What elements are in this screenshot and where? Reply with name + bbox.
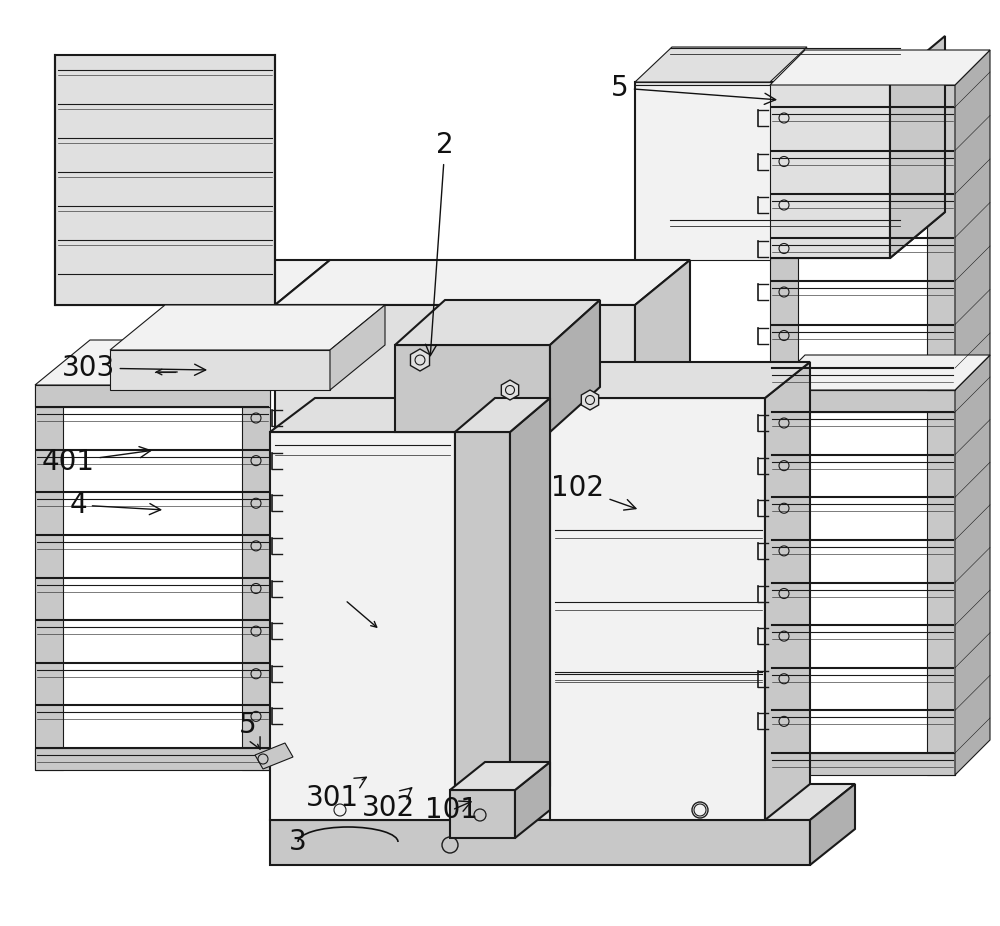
Text: 302: 302 [361, 788, 415, 822]
Polygon shape [770, 355, 990, 390]
Polygon shape [35, 385, 270, 407]
Polygon shape [35, 748, 270, 770]
Polygon shape [255, 743, 293, 769]
Polygon shape [770, 390, 798, 775]
Polygon shape [765, 362, 810, 820]
Text: 4: 4 [69, 491, 161, 519]
Polygon shape [550, 398, 765, 820]
Polygon shape [770, 753, 955, 775]
Polygon shape [770, 50, 990, 85]
Polygon shape [270, 398, 495, 432]
Polygon shape [110, 305, 385, 350]
Polygon shape [275, 305, 635, 465]
Polygon shape [510, 398, 550, 820]
Text: 5: 5 [611, 74, 776, 105]
Polygon shape [770, 368, 955, 390]
Polygon shape [455, 432, 510, 820]
Text: 301: 301 [305, 777, 366, 812]
Polygon shape [550, 362, 810, 398]
Polygon shape [450, 790, 515, 838]
Text: 101: 101 [426, 796, 479, 824]
Polygon shape [581, 390, 599, 410]
Polygon shape [410, 349, 430, 371]
Polygon shape [270, 820, 810, 865]
Polygon shape [55, 260, 330, 305]
Polygon shape [550, 300, 600, 432]
Circle shape [415, 355, 425, 365]
Polygon shape [770, 85, 955, 107]
Polygon shape [501, 380, 519, 400]
Polygon shape [635, 47, 807, 82]
Polygon shape [770, 85, 798, 390]
Polygon shape [890, 36, 945, 258]
Polygon shape [275, 260, 690, 305]
Polygon shape [395, 345, 550, 432]
Polygon shape [110, 350, 330, 390]
Polygon shape [270, 432, 455, 820]
Polygon shape [635, 212, 945, 258]
Polygon shape [450, 762, 550, 790]
Polygon shape [770, 390, 955, 412]
Polygon shape [635, 82, 890, 258]
Polygon shape [810, 784, 855, 865]
Polygon shape [330, 305, 385, 390]
Text: 5: 5 [239, 711, 260, 749]
Polygon shape [927, 85, 955, 390]
Polygon shape [35, 385, 63, 770]
Polygon shape [955, 50, 990, 390]
Polygon shape [242, 385, 270, 770]
Polygon shape [955, 355, 990, 775]
Circle shape [506, 385, 514, 394]
Text: 102: 102 [552, 474, 636, 510]
Polygon shape [635, 260, 690, 465]
Text: 401: 401 [42, 446, 151, 476]
Text: 3: 3 [289, 828, 307, 856]
Polygon shape [927, 390, 955, 775]
Polygon shape [395, 300, 600, 345]
Text: 303: 303 [61, 354, 206, 382]
Polygon shape [455, 398, 550, 432]
Polygon shape [55, 55, 275, 305]
Polygon shape [270, 784, 855, 820]
Circle shape [586, 395, 594, 405]
Polygon shape [515, 762, 550, 838]
Polygon shape [35, 340, 325, 385]
Polygon shape [635, 85, 770, 260]
Text: 2: 2 [426, 131, 454, 356]
